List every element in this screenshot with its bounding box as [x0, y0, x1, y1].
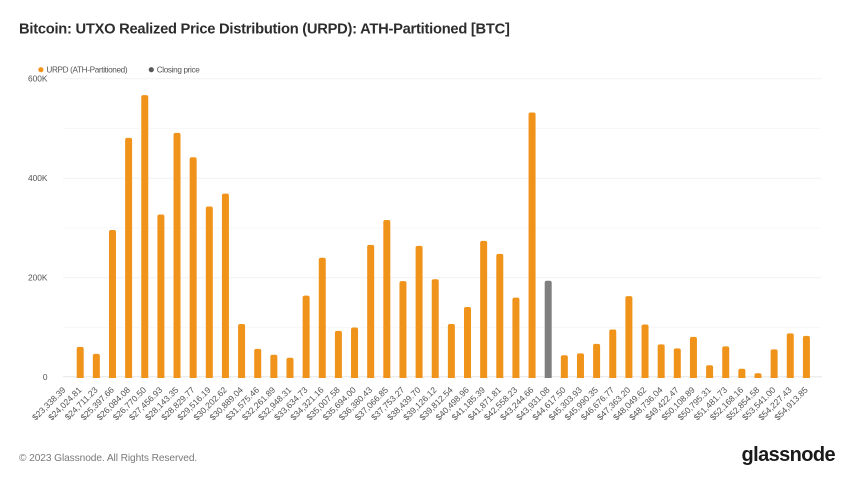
- svg-text:Bitcoin: UTXO Realized Price D: Bitcoin: UTXO Realized Price Distributio…: [19, 22, 510, 38]
- svg-text:Closing price: Closing price: [157, 66, 201, 75]
- svg-text:200K: 200K: [28, 273, 48, 283]
- svg-text:© 2023 Glassnode. All Rights R: © 2023 Glassnode. All Rights Reserved.: [19, 453, 197, 464]
- svg-text:600K: 600K: [28, 74, 48, 84]
- svg-text:400K: 400K: [28, 173, 48, 183]
- svg-text:URPD (ATH-Partitioned): URPD (ATH-Partitioned): [46, 66, 127, 75]
- svg-text:0: 0: [43, 372, 48, 382]
- svg-text:glassnode: glassnode: [742, 444, 836, 466]
